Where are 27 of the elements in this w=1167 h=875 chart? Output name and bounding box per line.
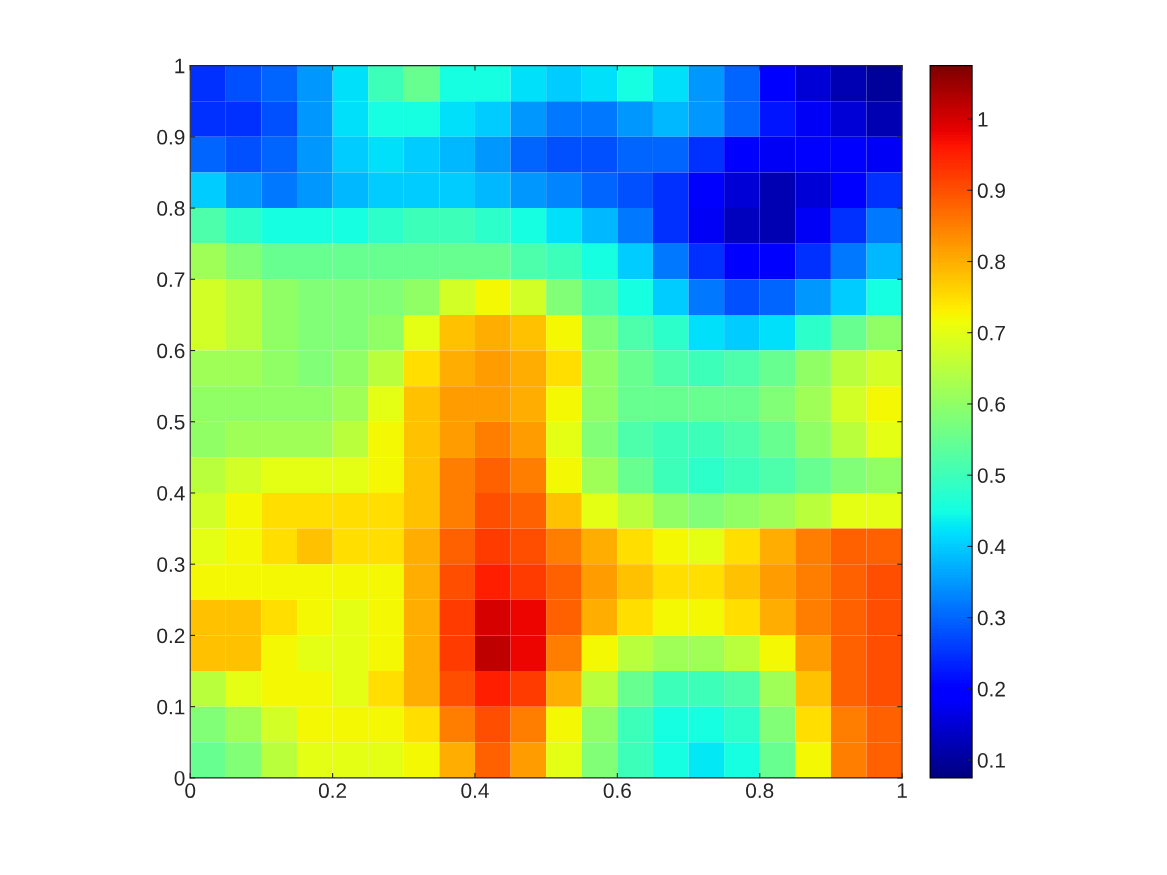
- y-tick-label: 0.5: [157, 414, 185, 430]
- x-tick-label: 0.6: [603, 783, 631, 799]
- y-tick-label: 0.2: [157, 628, 185, 644]
- color-bar-label: 0.9: [977, 183, 1005, 199]
- y-tick-label: 0.8: [157, 201, 185, 216]
- y-tick-label: 1: [175, 58, 185, 74]
- color-bar-label: 0.5: [977, 468, 1006, 483]
- y-tick-label: 0.9: [157, 129, 185, 145]
- y-tick-label: 0.7: [157, 272, 185, 288]
- color-bar-label: 0.8: [977, 254, 1006, 270]
- color-bar-label: 1: [978, 112, 988, 127]
- y-tick-label: 0.1: [157, 699, 185, 715]
- x-tick-label: 0.4: [461, 783, 489, 799]
- x-tick-label: 1: [897, 783, 907, 798]
- x-tick-label: 0.2: [318, 783, 347, 799]
- color-bar-label: 0.3: [977, 610, 1006, 626]
- y-tick-label: 0: [174, 770, 185, 786]
- y-tick-label: 0.3: [157, 557, 185, 572]
- color-bar-label: 0.7: [977, 325, 1005, 341]
- color-bar-label: 0.6: [977, 396, 1006, 412]
- y-tick-label: 0.4: [157, 485, 185, 501]
- y-tick-label: 0.6: [157, 343, 185, 359]
- color-bar-label: 0.2: [977, 681, 1005, 697]
- color-bar-label: 0.1: [977, 753, 1005, 768]
- x-tick-label: 0: [185, 783, 196, 799]
- color-bar-label: 0.4: [977, 539, 1006, 555]
- x-tick-label: 0.8: [746, 783, 774, 799]
